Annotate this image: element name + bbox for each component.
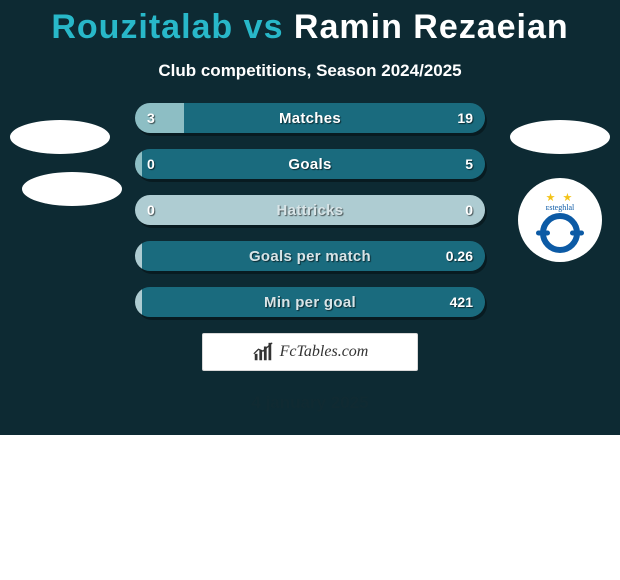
badge-ring-icon — [540, 213, 580, 253]
stat-row: Min per goal421 — [135, 287, 485, 317]
stat-label: Goals — [135, 149, 485, 179]
stat-right-value: 421 — [450, 287, 473, 317]
team-left-ellipse-2 — [22, 172, 122, 206]
date-text: 4 january 2025 — [0, 393, 620, 413]
stat-right-value: 0 — [465, 195, 473, 225]
player-b-name: Ramin Rezaeian — [294, 8, 569, 46]
stats-table: 3Matches190Goals50Hattricks0Goals per ma… — [135, 103, 485, 317]
stat-row: Goals per match0.26 — [135, 241, 485, 271]
stat-right-value: 5 — [465, 149, 473, 179]
stat-right-value: 0.26 — [446, 241, 473, 271]
player-a-name: Rouzitalab — [51, 8, 243, 46]
stat-label: Hattricks — [135, 195, 485, 225]
stat-row: 0Hattricks0 — [135, 195, 485, 225]
stat-label: Goals per match — [135, 241, 485, 271]
page-title: Rouzitalab vs Ramin Rezaeian — [0, 0, 620, 47]
fctables-label: FcTables.com — [280, 343, 369, 361]
stat-label: Min per goal — [135, 287, 485, 317]
subtitle: Club competitions, Season 2024/2025 — [0, 61, 620, 81]
bar-chart-icon — [252, 341, 274, 363]
vs-label: vs — [244, 8, 294, 46]
stat-row: 0Goals5 — [135, 149, 485, 179]
team-left-ellipse-1 — [10, 120, 110, 154]
fctables-watermark: FcTables.com — [202, 333, 418, 371]
team-right-ellipse — [510, 120, 610, 154]
team-right-badge: ★ ★ ᴇsteghlal — [518, 178, 602, 262]
stat-label: Matches — [135, 103, 485, 133]
badge-script: ᴇsteghlal — [546, 203, 574, 212]
stat-row: 3Matches19 — [135, 103, 485, 133]
stat-right-value: 19 — [457, 103, 473, 133]
